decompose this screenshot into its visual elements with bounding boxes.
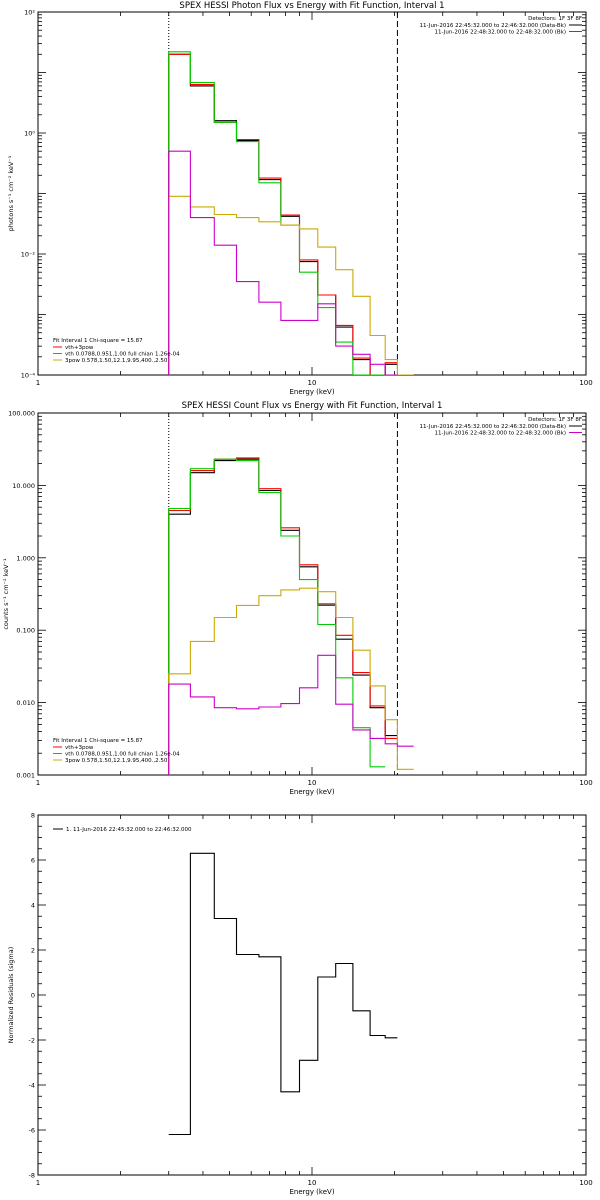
x-tick-label: 10 [308, 779, 317, 787]
legend-item-label: 3pow 0.578,1.50,12.1,9.95,400.,2.50 [65, 758, 168, 764]
chart-panel-1: SPEX HESSI Photon Flux vs Energy with Fi… [7, 1, 593, 396]
x-tick-label: 10 [308, 1179, 317, 1187]
x-tick-label: 10 [308, 379, 317, 387]
x-tick-label: 1 [36, 779, 40, 787]
chart-title: SPEX HESSI Count Flux vs Energy with Fit… [182, 401, 443, 411]
y-tick-label: 100.000 [8, 410, 35, 418]
legend-detectors: Detectors: 1F 3F 8F [528, 417, 582, 423]
y-tick-label: 1.000 [16, 554, 35, 562]
data-series [168, 457, 414, 775]
y-axis-label: photons s⁻¹ cm⁻² keV⁻¹ [7, 155, 15, 231]
y-axis-label: counts s⁻¹ cm⁻² keV⁻¹ [2, 558, 10, 630]
legend-item-label: 11-Jun-2016 22:48:32.000 to 22:48:32.000… [434, 431, 566, 437]
series-line-2 [168, 53, 398, 375]
x-tick-label: 100 [579, 379, 592, 387]
legend-detectors: Detectors: 1F 3F 8F [528, 16, 582, 22]
y-tick-label: 10⁰ [24, 130, 35, 138]
legend-item-label: vth+3pow [65, 345, 94, 351]
x-axis-label: Energy (keV) [289, 1188, 334, 1196]
y-tick-label: 10⁻⁴ [21, 372, 36, 380]
chart-panel-3: 1 10 100 Energy (keV) -8 -6 -4 -2 0 2 4 6 8 Normalize… [7, 812, 593, 1197]
y-tick-label: 4 [31, 902, 35, 910]
y-tick-label: 10⁻² [21, 251, 36, 259]
x-tick-label: 1 [36, 379, 40, 387]
y-tick-label: 10.000 [12, 482, 35, 490]
series-line-3 [168, 51, 398, 375]
legend-item-label: 1. 11-Jun-2016 22:45:32.000 to 22:46:32.… [66, 827, 192, 833]
legend-item-label: 3pow 0.578,1.50,12.1,9.95,400.,2.50 [65, 358, 168, 364]
x-axis-label: Energy (keV) [289, 388, 334, 396]
chart-panel-2: SPEX HESSI Count Flux vs Energy with Fit… [2, 401, 593, 796]
plot-frame [37, 814, 587, 1176]
y-tick-label: 8 [31, 812, 35, 820]
series-line-3 [168, 458, 386, 775]
plot-frame [37, 412, 587, 776]
series-line-1 [168, 852, 398, 1136]
legend-item-label: 11-Jun-2016 22:45:32.000 to 22:46:32.000… [420, 23, 566, 29]
y-tick-label: -2 [29, 1037, 35, 1045]
y-tick-label: 6 [31, 857, 35, 865]
y-tick-label: 0.001 [16, 772, 35, 780]
x-tick-label: 1 [36, 1179, 40, 1187]
y-tick-label: 0 [31, 992, 35, 1000]
x-tick-label: 100 [579, 779, 592, 787]
series-line-5 [168, 150, 398, 375]
data-series [168, 852, 398, 1136]
chart-title: SPEX HESSI Photon Flux vs Energy with Fi… [179, 1, 444, 11]
y-tick-label: -6 [29, 1127, 35, 1135]
legend-fit-header: Fit Interval 1 Chi-square = 15.87 [53, 738, 143, 744]
y-tick-label: -8 [29, 1172, 35, 1180]
y-tick-label: 0.010 [16, 699, 35, 707]
legend-item-label: 11-Jun-2016 22:45:32.000 to 22:46:32.000… [420, 424, 566, 430]
legend-fit-header: Fit Interval 1 Chi-square = 15.87 [53, 338, 143, 344]
x-tick-label: 100 [579, 1179, 592, 1187]
series-line-4 [168, 195, 414, 375]
legend-item-label: vth 0.0788,0.951,1.00 full chian 1.26e-0… [65, 352, 180, 358]
y-tick-label: 0.100 [16, 627, 35, 635]
y-axis-label: Normalized Residuals (sigma) [7, 947, 15, 1044]
x-axis-label: Energy (keV) [289, 788, 334, 796]
y-tick-label: 10² [24, 9, 35, 17]
y-tick-label: -4 [29, 1082, 35, 1090]
legend-item-label: 11-Jun-2016 22:48:32.000 to 22:48:32.000… [434, 30, 566, 36]
data-series [168, 51, 414, 375]
series-line-5 [168, 654, 414, 775]
series-line-4 [168, 587, 414, 775]
legend-item-label: vth+3pow [65, 745, 94, 751]
legend-item-label: vth 0.0788,0.951,1.00 full chian 1.26e-0… [65, 752, 180, 758]
y-tick-label: 2 [31, 947, 35, 955]
